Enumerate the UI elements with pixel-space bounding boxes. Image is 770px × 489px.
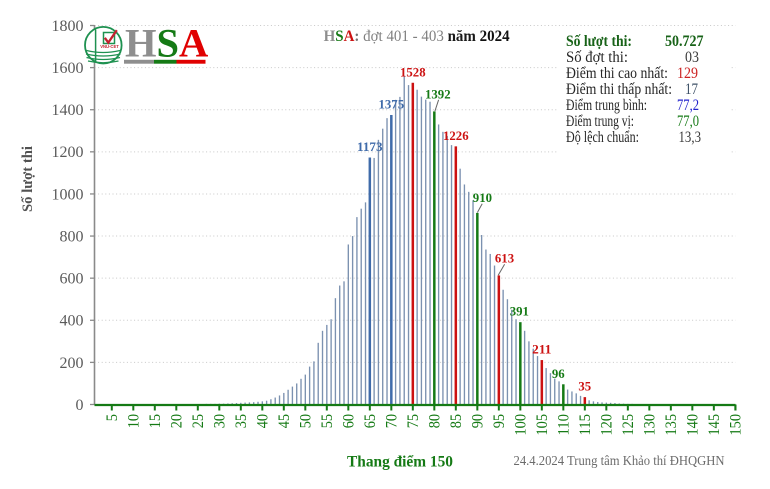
svg-text:800: 800: [60, 228, 84, 245]
svg-text:75: 75: [405, 414, 422, 429]
svg-text:10: 10: [126, 414, 143, 429]
svg-text:Số lượt thi:: Số lượt thi:: [566, 33, 632, 50]
svg-text:910: 910: [473, 190, 492, 205]
svg-text:1226: 1226: [443, 128, 469, 143]
svg-text:120: 120: [599, 414, 616, 436]
svg-text:1000: 1000: [52, 186, 84, 203]
svg-text:HSA: HSA: [125, 21, 208, 66]
svg-text:110: 110: [556, 414, 573, 436]
svg-text:35: 35: [233, 414, 250, 429]
svg-text:50: 50: [298, 414, 315, 429]
svg-text:200: 200: [60, 355, 84, 372]
svg-text:Số đợt thi:: Số đợt thi:: [566, 49, 628, 66]
svg-text:1800: 1800: [52, 18, 84, 35]
svg-text:1600: 1600: [52, 60, 84, 77]
svg-text:25: 25: [190, 414, 207, 429]
svg-text:211: 211: [532, 342, 551, 357]
svg-text:Điểm trung vị:: Điểm trung vị:: [566, 113, 634, 130]
svg-text:115: 115: [577, 414, 594, 436]
svg-text:Điểm thi cao nhất:: Điểm thi cao nhất:: [566, 65, 668, 82]
svg-text:60: 60: [341, 414, 358, 429]
svg-text:Thang điểm 150: Thang điểm 150: [347, 454, 453, 471]
svg-text:15: 15: [147, 414, 164, 429]
svg-text:1392: 1392: [425, 87, 451, 102]
svg-text:125: 125: [620, 414, 637, 436]
svg-text:129: 129: [677, 65, 698, 82]
svg-text:VNU-CET: VNU-CET: [100, 44, 119, 49]
svg-text:40: 40: [255, 414, 272, 429]
svg-text:35: 35: [578, 379, 591, 394]
svg-text:100: 100: [513, 414, 530, 436]
svg-text:1400: 1400: [52, 102, 84, 119]
svg-text:105: 105: [534, 414, 551, 436]
svg-text:80: 80: [427, 414, 444, 429]
svg-text:70: 70: [384, 414, 401, 429]
svg-text:90: 90: [470, 414, 487, 429]
svg-text:Độ lệch chuẩn:: Độ lệch chuẩn:: [566, 129, 639, 146]
svg-text:613: 613: [495, 251, 515, 266]
svg-text:55: 55: [319, 414, 336, 429]
svg-text:77,0: 77,0: [677, 113, 699, 130]
svg-text:1375: 1375: [379, 97, 405, 112]
svg-text:13,3: 13,3: [679, 129, 702, 146]
svg-text:400: 400: [60, 313, 84, 330]
svg-text:Số lượt thi: Số lượt thi: [20, 146, 36, 212]
svg-text:Điểm trung bình:: Điểm trung bình:: [566, 97, 647, 114]
svg-text:50.727: 50.727: [665, 33, 704, 50]
svg-text:145: 145: [706, 414, 723, 436]
svg-text:Điểm thi thấp nhất:: Điểm thi thấp nhất:: [566, 81, 672, 98]
svg-text:0: 0: [76, 397, 84, 414]
svg-text:85: 85: [448, 414, 465, 429]
svg-text:135: 135: [663, 414, 680, 436]
svg-text:HSA: đợt 401 - 403 năm 2024: HSA: đợt 401 - 403 năm 2024: [324, 28, 510, 45]
svg-text:150: 150: [728, 414, 745, 436]
svg-text:1173: 1173: [357, 139, 383, 154]
svg-text:24.4.2024 Trung tâm Khảo thí Đ: 24.4.2024 Trung tâm Khảo thí ĐHQGHN: [514, 453, 725, 468]
svg-text:600: 600: [60, 271, 84, 288]
svg-text:140: 140: [685, 414, 702, 436]
svg-text:45: 45: [276, 414, 293, 429]
svg-text:96: 96: [552, 366, 565, 381]
svg-text:30: 30: [212, 414, 229, 429]
svg-text:20: 20: [169, 414, 186, 429]
svg-text:5: 5: [104, 414, 121, 421]
svg-text:95: 95: [491, 414, 508, 429]
svg-text:1528: 1528: [400, 64, 426, 79]
svg-text:03: 03: [685, 49, 699, 66]
svg-text:17: 17: [685, 81, 698, 98]
svg-text:77,2: 77,2: [677, 97, 699, 114]
svg-text:130: 130: [642, 414, 659, 436]
svg-text:391: 391: [510, 304, 529, 319]
svg-text:65: 65: [362, 414, 379, 429]
svg-text:1200: 1200: [52, 144, 84, 161]
